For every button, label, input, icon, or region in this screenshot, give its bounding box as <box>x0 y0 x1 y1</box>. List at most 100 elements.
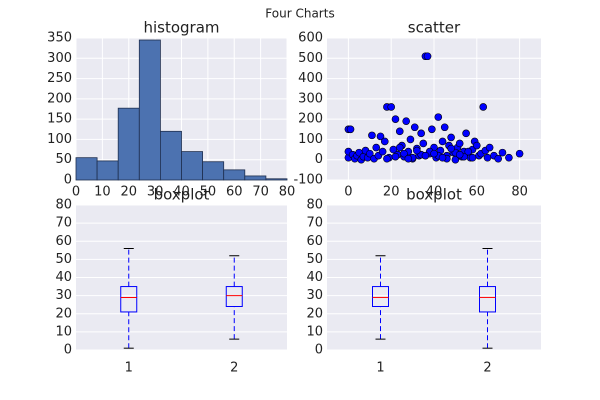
box <box>225 286 243 307</box>
point <box>365 149 374 158</box>
point <box>402 117 410 125</box>
point <box>346 125 355 134</box>
y-tick-label: 70 <box>306 216 323 231</box>
chart-title: histogram <box>143 19 219 37</box>
point <box>395 127 404 136</box>
y-tick-label: 30 <box>306 288 323 303</box>
y-tick-label: 50 <box>55 252 72 267</box>
y-tick-label: 200 <box>298 112 323 127</box>
y-tick-label: 600 <box>298 31 323 46</box>
x-tick-label: 80 <box>279 185 296 200</box>
y-tick-label: 20 <box>55 306 72 321</box>
x-tick-label: 20 <box>120 185 137 200</box>
point <box>455 150 464 159</box>
y-tick-label: 250 <box>47 71 72 86</box>
y-tick-label: 30 <box>55 288 72 303</box>
point <box>515 149 524 158</box>
point <box>468 153 477 162</box>
point <box>380 137 389 146</box>
x-tick-label: 2 <box>483 361 491 376</box>
y-tick-label: 60 <box>306 234 323 249</box>
x-tick-label: 2 <box>230 361 238 376</box>
point <box>395 143 404 152</box>
chart-title: scatter <box>408 19 461 37</box>
point <box>376 132 385 141</box>
x-tick-label: 1 <box>125 361 133 376</box>
point <box>498 148 507 157</box>
y-tick-label: 50 <box>55 152 72 167</box>
x-tick-label: 0 <box>344 185 352 200</box>
bar <box>138 39 161 181</box>
point <box>378 147 387 156</box>
point <box>462 129 470 138</box>
y-tick-label: 0 <box>315 343 323 358</box>
point <box>423 52 432 61</box>
box <box>479 286 496 313</box>
bar <box>117 107 140 181</box>
point <box>400 149 408 158</box>
y-tick-label: 10 <box>55 324 72 339</box>
bar <box>202 161 225 181</box>
y-tick-label: 40 <box>306 270 323 285</box>
x-tick-label: 60 <box>469 185 486 200</box>
point <box>406 135 415 144</box>
chart-title: boxplot <box>406 186 462 204</box>
y-tick-label: 150 <box>47 112 72 127</box>
x-tick-label: 40 <box>426 185 443 200</box>
point <box>368 131 376 140</box>
point <box>464 147 473 156</box>
y-tick-label: 40 <box>55 270 72 285</box>
bar <box>244 175 267 181</box>
point <box>505 153 513 162</box>
y-tick-label: 100 <box>47 132 72 147</box>
y-tick-label: 350 <box>47 31 72 46</box>
y-tick-label: 80 <box>55 198 72 213</box>
point <box>421 151 430 160</box>
bar <box>265 178 288 181</box>
point <box>428 125 436 134</box>
point <box>391 152 400 161</box>
point <box>404 154 413 163</box>
figure-title: Four Charts <box>265 7 334 21</box>
point <box>417 129 425 138</box>
y-tick-label: 400 <box>298 71 323 86</box>
x-tick-label: 60 <box>226 185 243 200</box>
point <box>391 115 400 123</box>
point <box>413 146 421 155</box>
point <box>440 123 449 132</box>
y-tick-label: 50 <box>306 252 323 267</box>
y-tick-label: 500 <box>298 51 323 66</box>
point <box>419 139 428 148</box>
x-tick-label: 80 <box>511 185 528 200</box>
x-tick-label: 30 <box>147 185 164 200</box>
y-tick-label: 70 <box>55 216 72 231</box>
y-tick-label: 20 <box>306 306 323 321</box>
point <box>434 113 443 121</box>
y-tick-label: 0 <box>315 152 323 167</box>
bar <box>181 151 204 181</box>
point <box>483 153 492 162</box>
x-tick-label: 40 <box>173 185 190 200</box>
y-tick-label: 60 <box>55 234 72 249</box>
y-tick-label: -100 <box>293 173 323 188</box>
x-tick-label: 50 <box>200 185 217 200</box>
x-tick-label: 10 <box>94 185 111 200</box>
point <box>430 149 438 158</box>
point <box>410 123 419 132</box>
chart-title: boxplot <box>154 186 210 204</box>
bar <box>96 160 119 181</box>
bar <box>159 130 182 181</box>
point <box>383 154 391 163</box>
y-tick-label: 100 <box>298 132 323 147</box>
y-tick-label: 200 <box>47 91 72 106</box>
y-tick-label: 80 <box>306 198 323 213</box>
point <box>485 143 494 152</box>
point <box>494 154 503 163</box>
y-tick-label: 0 <box>64 173 72 188</box>
point <box>472 141 481 150</box>
x-tick-label: 70 <box>252 185 269 200</box>
point <box>387 103 396 111</box>
point <box>372 143 381 152</box>
point <box>455 139 464 148</box>
